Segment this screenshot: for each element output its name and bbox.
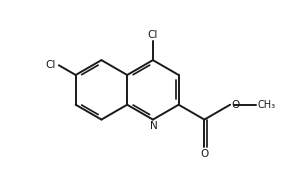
Text: Cl: Cl [45,60,55,70]
Text: O: O [232,100,240,110]
Text: O: O [200,149,209,159]
Text: CH₃: CH₃ [258,100,276,110]
Text: N: N [150,121,157,132]
Text: Cl: Cl [148,30,158,40]
